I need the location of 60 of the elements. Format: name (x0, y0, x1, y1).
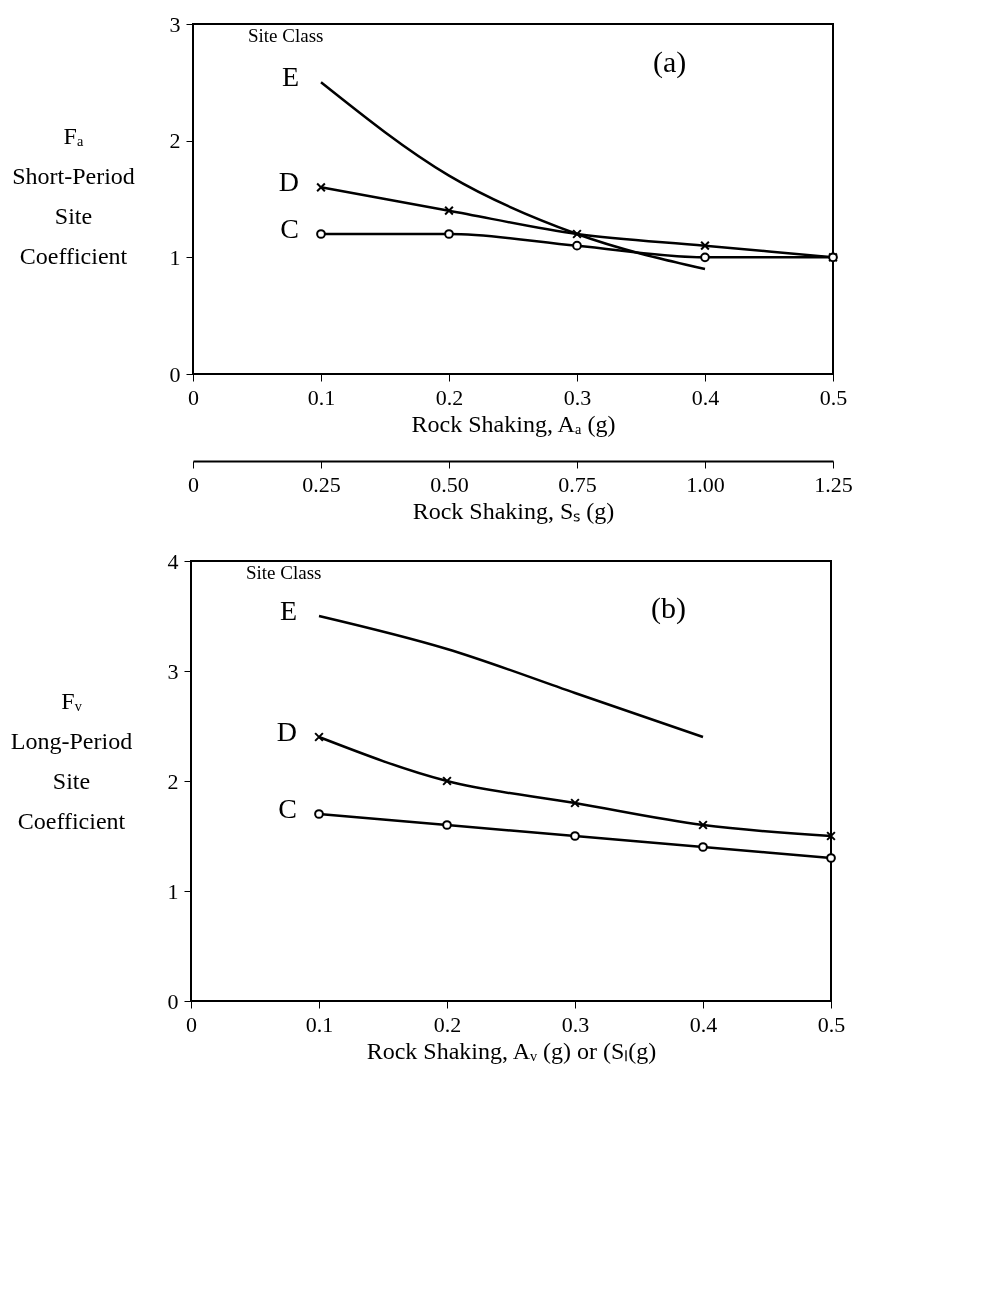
x2-tick-label: 0.75 (558, 471, 597, 497)
x-tick-label: 0.1 (307, 384, 336, 410)
point (572, 240, 582, 251)
point (314, 732, 324, 742)
series-label: E (281, 61, 299, 93)
point (316, 182, 326, 193)
x-tick-label: 0.4 (689, 1011, 718, 1037)
x-tick-label: 0.1 (305, 1011, 334, 1037)
series-label: D (278, 166, 299, 198)
y-tick-label: 1 (167, 878, 179, 904)
series-label: D (276, 716, 297, 747)
annotation: Site Class (248, 25, 324, 46)
point (570, 798, 580, 808)
y-tick-label: 2 (167, 768, 179, 794)
point (314, 809, 324, 819)
y-tick-label: 4 (167, 548, 179, 574)
point (316, 229, 326, 239)
x2-tick-label: 1.00 (686, 471, 725, 497)
point (442, 820, 452, 830)
x-tick-label: 0 (188, 384, 199, 410)
x2-tick-label: 1.25 (814, 471, 853, 497)
y-axis-title: Fᵥ Long-Period Site Coefficient (10, 688, 133, 835)
x-tick-label: 0 (186, 1011, 197, 1037)
point (572, 229, 582, 239)
point (442, 776, 452, 786)
point (698, 820, 708, 830)
x-tick-label: 0.5 (819, 384, 848, 410)
y-axis-title: Fₐ Short-Period Site Coefficient (12, 122, 135, 269)
y-tick-label: 2 (169, 128, 181, 154)
annotation: (b) (651, 591, 686, 626)
y-tick-label: 3 (167, 658, 179, 684)
x2-tick-label: 0.50 (430, 471, 469, 497)
x-tick-label: 0.3 (561, 1011, 590, 1037)
x2-tick-label: 0 (188, 471, 199, 497)
x2-tick-label: 0.25 (302, 471, 341, 497)
y-tick-label: 3 (169, 11, 181, 37)
point (700, 240, 710, 251)
point (698, 842, 708, 852)
point (444, 229, 454, 239)
point (700, 252, 710, 263)
series-label: C (278, 793, 297, 824)
y-tick-label: 1 (169, 244, 181, 270)
x-axis-title: Rock Shaking, Aᵥ (g) or (Sₗ(g) (366, 1037, 657, 1064)
series-label: E (279, 595, 297, 626)
annotation: Site Class (246, 562, 322, 583)
x-axis-title: Rock Shaking, Aₐ (g) (411, 410, 616, 437)
x-tick-label: 0.2 (433, 1011, 462, 1037)
x-tick-label: 0.2 (435, 384, 464, 410)
annotation: (a) (653, 44, 687, 79)
y-tick-label: 0 (169, 361, 181, 387)
x-tick-label: 0.3 (563, 384, 592, 410)
point (570, 831, 580, 841)
x2-axis-title: Rock Shaking, Sₛ (g) (412, 497, 615, 524)
y-tick-label: 0 (167, 988, 179, 1014)
point (826, 831, 836, 841)
x-tick-label: 0.5 (817, 1011, 846, 1037)
point (444, 205, 454, 216)
point (826, 853, 836, 863)
series-label: C (280, 213, 299, 244)
x-tick-label: 0.4 (691, 384, 720, 410)
